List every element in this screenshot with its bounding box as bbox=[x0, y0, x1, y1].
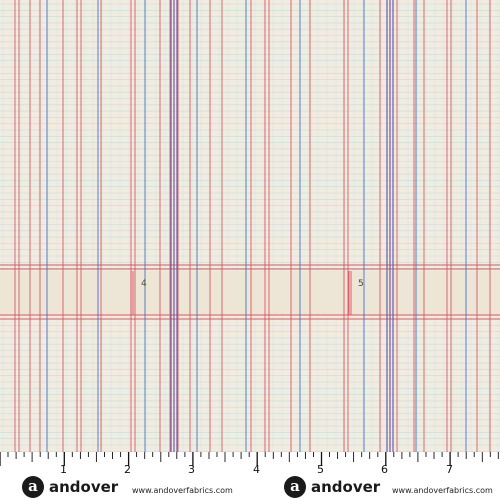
ruler-label-1: 1 bbox=[60, 463, 67, 476]
ruler-label-2: 2 bbox=[124, 463, 131, 476]
band-number-5: 5 bbox=[358, 279, 364, 289]
andover-logo-icon: a bbox=[22, 476, 44, 498]
inch-ruler: 1 2 3 4 5 6 7 a andover www.andoverfabri… bbox=[0, 452, 500, 500]
ruler-label-7: 7 bbox=[446, 463, 453, 476]
andover-logo-text: andover bbox=[49, 478, 119, 496]
website-url: www.andoverfabrics.com bbox=[132, 486, 233, 495]
ruler-label-5: 5 bbox=[317, 463, 324, 476]
ruler-label-6: 6 bbox=[381, 463, 388, 476]
website-url: www.andoverfabrics.com bbox=[392, 486, 493, 495]
ledger-pattern bbox=[0, 0, 500, 452]
ruler-ticks bbox=[0, 452, 499, 466]
andover-logo-text: andover bbox=[311, 478, 381, 496]
andover-logo-icon: a bbox=[284, 476, 306, 498]
band-number-4: 4 bbox=[141, 279, 147, 289]
horizontal-band bbox=[0, 271, 500, 315]
ruler-label-4: 4 bbox=[253, 463, 260, 476]
ruler-label-3: 3 bbox=[188, 463, 195, 476]
